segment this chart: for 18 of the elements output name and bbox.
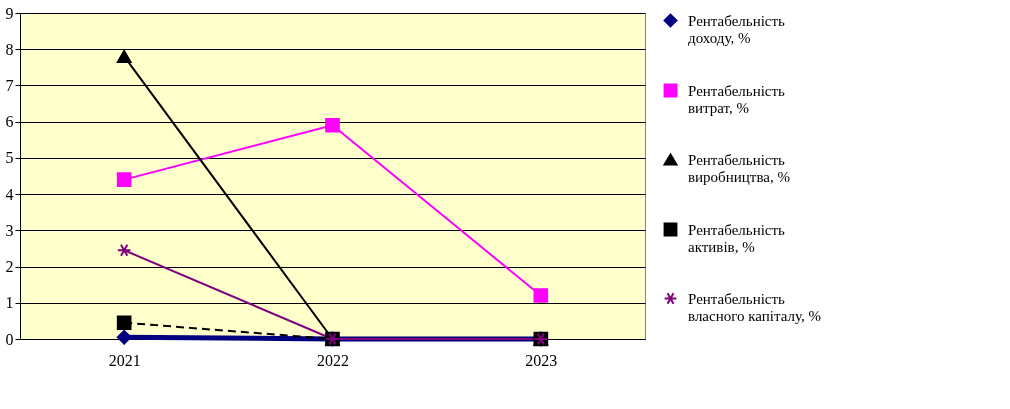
y-tick-label: 2 xyxy=(5,258,14,276)
legend-label: Рентабельність виробництва, % xyxy=(688,151,790,185)
y-tick-label: 5 xyxy=(5,149,14,167)
x-tick-label: 2023 xyxy=(525,351,558,369)
y-tick-label: 3 xyxy=(5,221,14,239)
y-tick-label: 1 xyxy=(5,294,14,312)
legend-label: Рентабельність активів, % xyxy=(688,221,786,255)
y-tick-label: 7 xyxy=(5,76,14,94)
x-tick-label: 2021 xyxy=(108,351,141,369)
legend-label: Рентабельність власного капіталу, % xyxy=(688,290,821,324)
y-tick-label: 6 xyxy=(5,113,14,131)
legend-label: Рентабельність доходу, % xyxy=(688,12,786,46)
y-tick-label: 8 xyxy=(5,40,14,58)
y-tick-label: 4 xyxy=(5,185,14,203)
legend-label: Рентабельність витрат, % xyxy=(688,82,786,116)
y-tick-label: 9 xyxy=(5,4,14,22)
x-tick-label: 2022 xyxy=(317,351,349,369)
y-tick-label: 0 xyxy=(5,330,14,348)
